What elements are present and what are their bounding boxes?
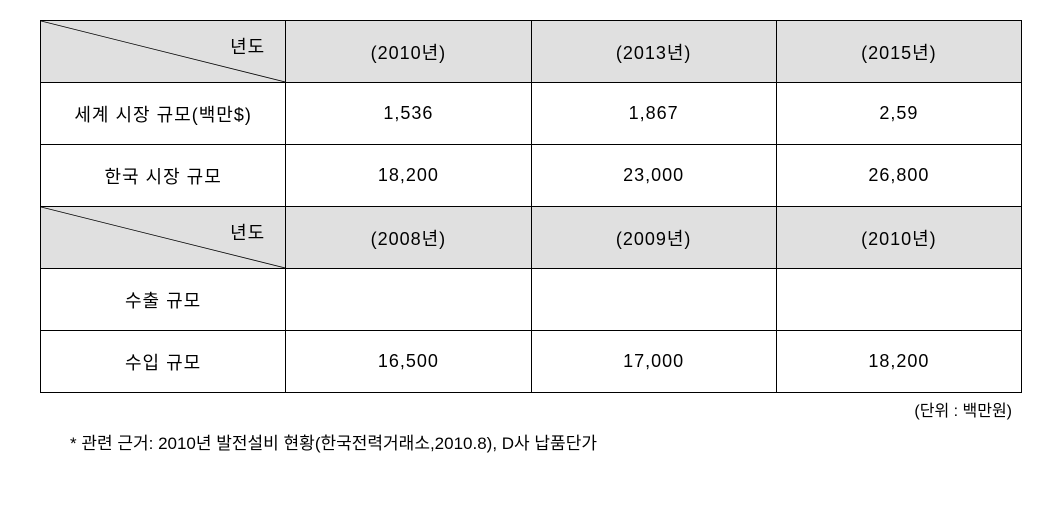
table-upper: 년도 (2010년) (2013년) (2015년) 세계 시장 규모(백만$)… — [40, 20, 1022, 393]
year-axis-label: 년도 — [230, 219, 265, 245]
header-corner-cell: 년도 — [41, 21, 286, 83]
row-label: 한국 시장 규모 — [41, 145, 286, 207]
table-header-row: 년도 (2010년) (2013년) (2015년) — [41, 21, 1022, 83]
cell-value: 18,200 — [286, 145, 531, 207]
cell-value: 26,800 — [776, 145, 1021, 207]
header-year-1: (2010년) — [286, 21, 531, 83]
cell-value: 16,500 — [286, 331, 531, 393]
cell-value: 1,867 — [531, 83, 776, 145]
unit-note: (단위 : 백만원) — [40, 397, 1022, 421]
cell-value — [286, 269, 531, 331]
cell-value: 23,000 — [531, 145, 776, 207]
header-year-3: (2015년) — [776, 21, 1021, 83]
header-year-2: (2009년) — [531, 207, 776, 269]
table-header-row: 년도 (2008년) (2009년) (2010년) — [41, 207, 1022, 269]
market-size-tables: 년도 (2010년) (2013년) (2015년) 세계 시장 규모(백만$)… — [40, 20, 1022, 454]
row-label: 수입 규모 — [41, 331, 286, 393]
table-row: 수출 규모 — [41, 269, 1022, 331]
header-year-3: (2010년) — [776, 207, 1021, 269]
cell-value: 1,536 — [286, 83, 531, 145]
header-corner-cell: 년도 — [41, 207, 286, 269]
cell-value — [531, 269, 776, 331]
table-row: 세계 시장 규모(백만$) 1,536 1,867 2,59 — [41, 83, 1022, 145]
cell-value: 17,000 — [531, 331, 776, 393]
cell-value — [776, 269, 1021, 331]
row-label: 수출 규모 — [41, 269, 286, 331]
cell-value: 2,59 — [776, 83, 1021, 145]
table-row: 한국 시장 규모 18,200 23,000 26,800 — [41, 145, 1022, 207]
year-axis-label: 년도 — [230, 33, 265, 59]
header-year-1: (2008년) — [286, 207, 531, 269]
header-year-2: (2013년) — [531, 21, 776, 83]
cell-value: 18,200 — [776, 331, 1021, 393]
footnote: * 관련 근거: 2010년 발전설비 현황(한국전력거래소,2010.8), … — [40, 429, 1022, 454]
row-label: 세계 시장 규모(백만$) — [41, 83, 286, 145]
table-row: 수입 규모 16,500 17,000 18,200 — [41, 331, 1022, 393]
